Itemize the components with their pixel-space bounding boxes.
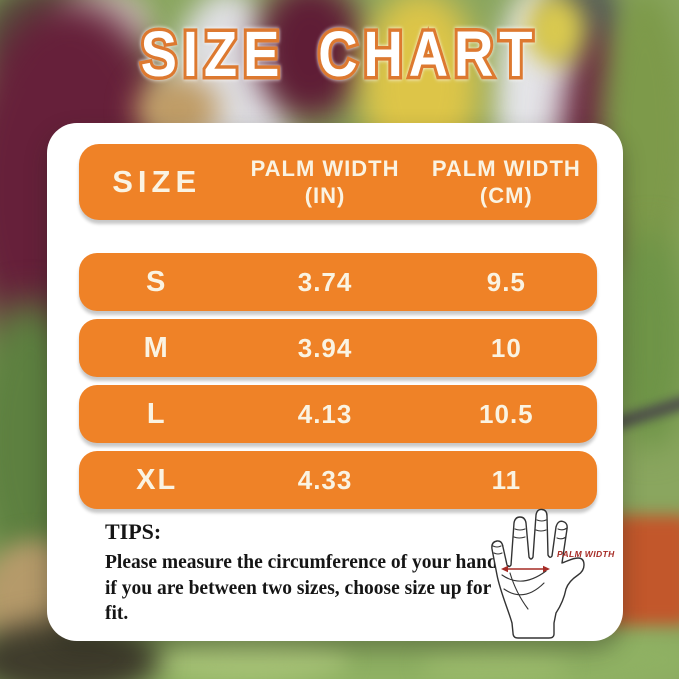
cell-palm-cm: 10 xyxy=(490,332,522,363)
tips-heading: TIPS: xyxy=(105,519,162,544)
palm-width-label: PALM WIDTH xyxy=(557,549,615,559)
bg-blob xyxy=(255,0,365,120)
header-palm-width-in-line2: (IN) xyxy=(304,183,346,208)
cell-size: S xyxy=(146,265,168,298)
cell-palm-cm: 11 xyxy=(491,464,522,495)
hand-outline xyxy=(491,508,585,639)
table-row-l: L 4.13 10.5 xyxy=(79,385,597,443)
hand-crease-lines xyxy=(492,519,568,610)
header-palm-width-in: PALM WIDTH (IN) xyxy=(234,155,415,210)
cell-size: L xyxy=(146,397,167,430)
table-row-s: S 3.74 9.5 xyxy=(79,253,597,311)
cell-palm-in: 4.33 xyxy=(297,464,353,495)
tips-line-2: if you are between two sizes, choose siz… xyxy=(105,577,491,625)
header-size: SIZE xyxy=(112,164,202,199)
header-palm-width-in-line1: PALM WIDTH xyxy=(250,155,400,181)
cell-palm-in: 3.94 xyxy=(297,332,353,363)
table-row-m: M 3.94 10 xyxy=(79,319,597,377)
header-palm-width-cm: PALM WIDTH (CM) xyxy=(416,155,597,210)
table-header-row: SIZE PALM WIDTH (IN) PALM WIDTH (CM) xyxy=(79,144,597,220)
table-row-xl: XL 4.33 11 xyxy=(79,451,597,509)
header-palm-width-cm-line1: PALM WIDTH xyxy=(431,155,581,181)
table-body: S 3.74 9.5 M 3.94 10 L 4.13 10.5 XL 4.33… xyxy=(79,253,597,517)
cell-palm-in: 4.13 xyxy=(297,398,353,429)
cell-palm-cm: 10.5 xyxy=(479,398,534,429)
size-chart-card: SIZE PALM WIDTH (IN) PALM WIDTH (CM) S 3… xyxy=(47,123,623,641)
tips-line-1: Please measure the circumference of your… xyxy=(105,552,511,573)
page-title-outline: SIZE CHART xyxy=(138,18,539,90)
tips-section: TIPS: Please measure the circumference o… xyxy=(105,519,515,627)
page-title: SIZE CHART SIZE CHART xyxy=(51,18,628,90)
hand-illustration xyxy=(491,508,585,639)
cell-size: M xyxy=(143,331,170,364)
cell-palm-cm: 9.5 xyxy=(486,266,526,297)
bg-blob xyxy=(525,0,585,65)
bg-blob xyxy=(150,640,350,679)
cell-size: XL xyxy=(136,463,178,496)
header-palm-width-cm-line2: (CM) xyxy=(479,183,533,208)
page-title-text: SIZE CHART xyxy=(140,18,539,90)
palm-width-measure-arrow xyxy=(501,565,550,573)
bg-blob xyxy=(420,650,570,679)
cell-palm-in: 3.74 xyxy=(297,266,353,297)
palm-width-figure: PALM WIDTH xyxy=(488,505,615,640)
